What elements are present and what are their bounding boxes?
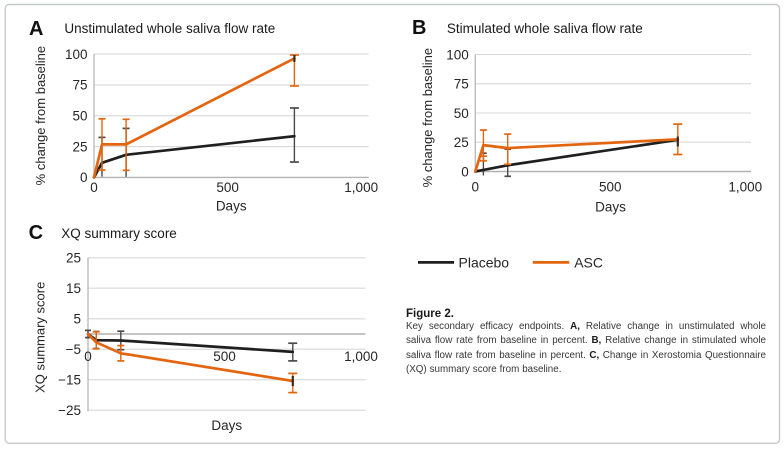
svg-text:500: 500 bbox=[599, 180, 622, 195]
svg-text:−5: −5 bbox=[66, 342, 81, 357]
svg-text:Days: Days bbox=[595, 200, 626, 215]
svg-text:Stimulated whole saliva flow r: Stimulated whole saliva flow rate bbox=[447, 21, 643, 36]
svg-text:0: 0 bbox=[90, 180, 98, 195]
svg-text:25: 25 bbox=[66, 251, 81, 266]
svg-text:0: 0 bbox=[461, 164, 469, 179]
svg-text:1,000: 1,000 bbox=[728, 180, 762, 195]
svg-text:B: B bbox=[412, 17, 426, 39]
svg-text:Days: Days bbox=[211, 418, 242, 433]
svg-text:% change from baseline: % change from baseline bbox=[33, 46, 48, 185]
svg-text:25: 25 bbox=[454, 135, 469, 150]
svg-text:0: 0 bbox=[84, 349, 92, 364]
svg-text:500: 500 bbox=[213, 349, 236, 364]
svg-text:1,000: 1,000 bbox=[344, 349, 378, 364]
svg-text:−25: −25 bbox=[58, 403, 81, 418]
svg-text:100: 100 bbox=[446, 47, 469, 62]
svg-text:25: 25 bbox=[72, 139, 87, 154]
svg-text:XQ summary score: XQ summary score bbox=[33, 282, 48, 393]
svg-text:500: 500 bbox=[216, 180, 239, 195]
svg-text:75: 75 bbox=[72, 78, 87, 93]
svg-text:C: C bbox=[29, 222, 43, 244]
svg-text:0: 0 bbox=[80, 170, 88, 185]
svg-text:1,000: 1,000 bbox=[344, 180, 378, 195]
svg-text:0: 0 bbox=[472, 180, 480, 195]
svg-text:Days: Days bbox=[216, 199, 247, 214]
svg-text:A: A bbox=[29, 18, 43, 40]
svg-text:75: 75 bbox=[454, 77, 469, 92]
svg-text:50: 50 bbox=[72, 109, 87, 124]
svg-text:−15: −15 bbox=[58, 373, 81, 388]
svg-text:15: 15 bbox=[66, 281, 81, 296]
svg-text:100: 100 bbox=[65, 47, 88, 62]
svg-text:XQ summary score: XQ summary score bbox=[61, 226, 177, 241]
svg-text:Unstimulated whole saliva flow: Unstimulated whole saliva flow rate bbox=[64, 21, 275, 36]
svg-text:% change from baseline: % change from baseline bbox=[420, 48, 435, 187]
svg-text:ASC: ASC bbox=[574, 255, 603, 271]
svg-text:5: 5 bbox=[73, 312, 81, 327]
svg-text:50: 50 bbox=[454, 106, 469, 121]
svg-text:Placebo: Placebo bbox=[459, 255, 510, 271]
